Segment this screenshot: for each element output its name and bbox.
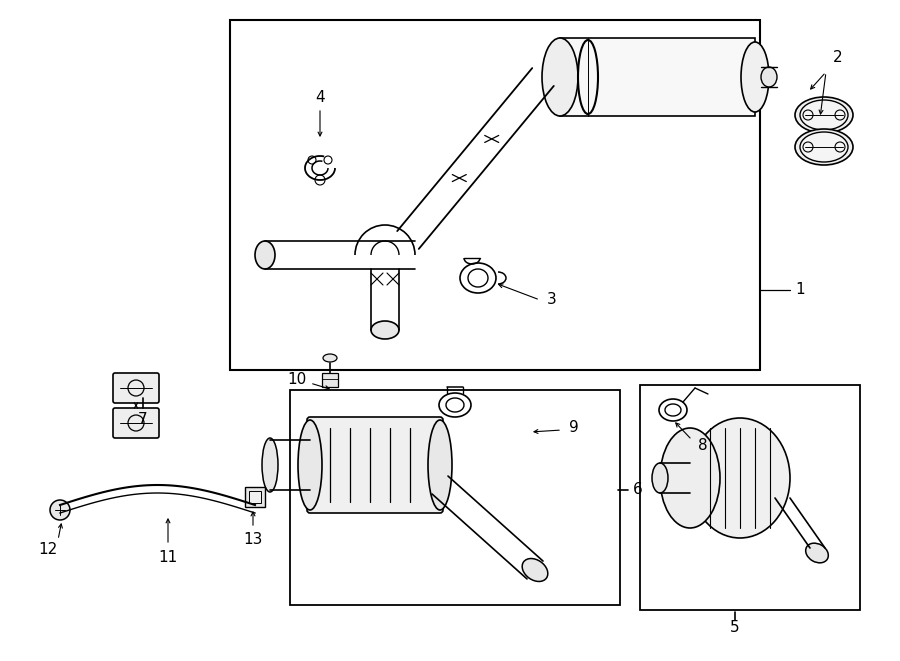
Ellipse shape [660, 428, 720, 528]
Text: 7: 7 [139, 412, 148, 428]
Ellipse shape [298, 420, 322, 510]
FancyBboxPatch shape [113, 373, 159, 403]
Ellipse shape [522, 559, 548, 582]
Ellipse shape [262, 438, 278, 492]
Ellipse shape [690, 418, 790, 538]
Ellipse shape [800, 100, 848, 130]
FancyBboxPatch shape [307, 417, 443, 513]
Bar [560, 38, 755, 116]
Text: 1: 1 [796, 282, 805, 297]
Ellipse shape [50, 500, 70, 520]
Text: 11: 11 [158, 549, 177, 564]
FancyBboxPatch shape [113, 408, 159, 438]
Ellipse shape [542, 38, 578, 116]
Text: 6: 6 [633, 483, 643, 498]
Text: 4: 4 [315, 89, 325, 104]
Text: 5: 5 [730, 621, 740, 635]
Ellipse shape [800, 132, 848, 162]
Ellipse shape [741, 42, 769, 112]
Bar [322, 373, 338, 387]
Ellipse shape [795, 129, 853, 165]
Ellipse shape [371, 321, 399, 339]
Bar [230, 20, 760, 370]
Text: 8: 8 [698, 438, 707, 453]
Text: 9: 9 [569, 420, 579, 436]
Ellipse shape [795, 97, 853, 133]
Bar [245, 487, 265, 507]
Ellipse shape [428, 420, 452, 510]
Text: 13: 13 [243, 533, 263, 547]
Ellipse shape [806, 543, 828, 563]
Ellipse shape [652, 463, 668, 493]
Bar [640, 385, 860, 610]
Ellipse shape [323, 354, 337, 362]
Ellipse shape [255, 241, 275, 269]
Text: 10: 10 [287, 373, 307, 387]
Ellipse shape [761, 67, 777, 87]
Bar [249, 491, 261, 503]
Text: 3: 3 [547, 293, 557, 307]
Bar [290, 390, 620, 605]
Text: 12: 12 [39, 543, 58, 557]
Text: 2: 2 [833, 50, 842, 65]
